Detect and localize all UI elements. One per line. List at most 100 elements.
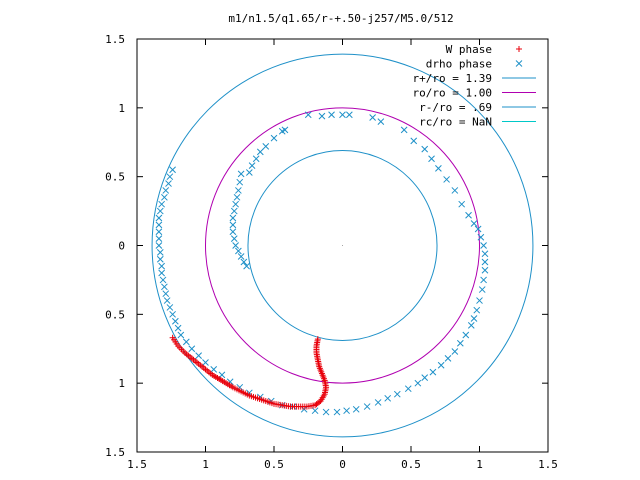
data-point bbox=[404, 385, 412, 393]
data-series bbox=[155, 111, 489, 416]
data-point bbox=[155, 214, 163, 222]
legend-label: W phase bbox=[446, 43, 492, 56]
data-point bbox=[156, 255, 164, 263]
data-point bbox=[465, 211, 472, 219]
data-point bbox=[233, 193, 241, 201]
data-point bbox=[232, 242, 239, 249]
origin-dot bbox=[342, 245, 343, 246]
data-point bbox=[229, 214, 237, 222]
data-point bbox=[182, 338, 190, 346]
data-point bbox=[278, 127, 286, 135]
data-point bbox=[363, 403, 371, 410]
data-point bbox=[202, 359, 209, 366]
data-point bbox=[229, 228, 237, 236]
data-point bbox=[245, 169, 253, 176]
data-point bbox=[156, 207, 164, 215]
legend-marker-swatch bbox=[516, 46, 522, 52]
data-point bbox=[161, 283, 168, 291]
data-point bbox=[163, 297, 171, 304]
data-point bbox=[188, 345, 196, 353]
x-tick-label: 1.5 bbox=[127, 458, 147, 471]
data-point bbox=[437, 361, 445, 369]
data-point bbox=[352, 405, 360, 413]
circle-1 bbox=[151, 53, 534, 438]
data-point bbox=[328, 111, 335, 119]
data-point bbox=[478, 286, 486, 293]
legend-label: drho phase bbox=[426, 58, 492, 71]
data-point bbox=[435, 165, 442, 172]
data-point bbox=[270, 134, 278, 142]
data-point bbox=[155, 221, 163, 229]
data-point bbox=[458, 200, 466, 208]
data-point bbox=[177, 331, 185, 339]
data-point bbox=[451, 187, 459, 194]
x-tick-label: 0.5 bbox=[264, 458, 284, 471]
data-point bbox=[377, 118, 385, 125]
data-point bbox=[476, 297, 483, 304]
data-point bbox=[232, 200, 239, 208]
data-point bbox=[235, 187, 242, 194]
data-point bbox=[237, 170, 245, 178]
data-point bbox=[243, 262, 250, 270]
data-point bbox=[473, 306, 481, 314]
circle-2 bbox=[205, 107, 480, 384]
chart-title: m1/n1.5/q1.65/r-+.50-j257/M5.0/512 bbox=[228, 12, 453, 25]
data-point bbox=[165, 180, 172, 187]
data-point bbox=[477, 233, 485, 241]
data-point bbox=[252, 155, 260, 163]
data-point bbox=[444, 355, 452, 362]
data-point bbox=[474, 225, 482, 233]
data-point bbox=[210, 366, 218, 373]
data-point bbox=[174, 324, 182, 332]
y-tick-label: 1 bbox=[118, 377, 125, 390]
data-point bbox=[300, 405, 308, 413]
data-point bbox=[480, 242, 487, 249]
data-point bbox=[339, 111, 346, 119]
data-point bbox=[195, 352, 203, 359]
data-point bbox=[155, 235, 163, 242]
data-point bbox=[369, 114, 376, 121]
y-tick-label: 1.5 bbox=[105, 33, 125, 46]
legend-label: ro/ro = 1.00 bbox=[413, 87, 492, 100]
data-point bbox=[240, 258, 248, 266]
data-point bbox=[158, 262, 166, 270]
data-point bbox=[218, 371, 226, 379]
series-2 bbox=[169, 334, 330, 410]
data-point bbox=[156, 249, 164, 256]
x-tick-label: 1 bbox=[202, 458, 209, 471]
data-point bbox=[414, 379, 422, 387]
data-point bbox=[248, 162, 256, 170]
data-point bbox=[236, 178, 244, 186]
data-point bbox=[470, 315, 478, 322]
reference-circles bbox=[151, 53, 534, 438]
data-point bbox=[345, 111, 353, 119]
data-point bbox=[480, 276, 487, 284]
data-point bbox=[169, 166, 176, 174]
data-point bbox=[161, 193, 168, 201]
x-tick-label: 1 bbox=[476, 458, 483, 471]
data-point bbox=[155, 242, 163, 249]
data-point bbox=[421, 374, 429, 382]
data-point bbox=[462, 331, 470, 339]
data-point bbox=[384, 394, 392, 402]
data-point bbox=[374, 399, 382, 406]
legend-marker-swatch bbox=[515, 60, 523, 67]
data-point bbox=[429, 368, 437, 376]
data-point bbox=[166, 304, 174, 311]
data-point bbox=[443, 176, 450, 183]
data-point bbox=[158, 200, 166, 208]
data-point bbox=[322, 408, 330, 416]
data-point bbox=[410, 137, 418, 145]
data-point bbox=[262, 143, 270, 150]
data-point bbox=[428, 155, 435, 163]
data-point bbox=[481, 266, 489, 274]
y-tick-label: 0 bbox=[118, 240, 125, 253]
data-point bbox=[318, 112, 326, 120]
data-point bbox=[159, 276, 167, 284]
y-tick-label: 1 bbox=[118, 102, 125, 115]
circle-3 bbox=[247, 150, 438, 341]
data-point bbox=[229, 221, 237, 229]
data-point bbox=[311, 407, 319, 415]
